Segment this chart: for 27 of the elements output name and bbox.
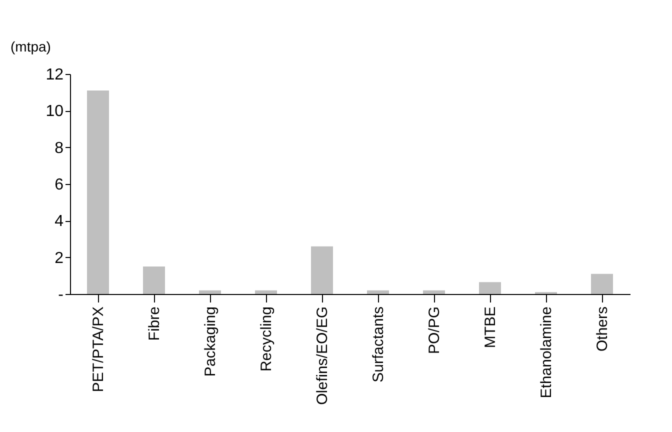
x-tick-label: Fibre — [146, 306, 163, 341]
x-tick-label: Packaging — [202, 306, 219, 377]
bar — [311, 246, 333, 294]
x-tick-label: Others — [594, 306, 611, 352]
x-tick-label: Ethanolamine — [538, 306, 555, 398]
y-tick-label: 4 — [54, 213, 64, 230]
y-tick-label: 12 — [46, 66, 64, 84]
y-tick-label: 6 — [54, 176, 64, 194]
bar — [591, 274, 613, 294]
y-tick-label: 2 — [54, 250, 64, 267]
bar — [423, 290, 445, 294]
y-tick-label: - — [58, 286, 64, 304]
bar — [367, 290, 389, 294]
bar — [479, 282, 501, 294]
x-tick-label: Recycling — [258, 306, 275, 372]
bar — [255, 290, 277, 294]
bar — [143, 266, 165, 294]
x-tick-label: Olefins/EO/EG — [314, 306, 331, 405]
bar — [199, 290, 221, 294]
x-tick-label: PO/PG — [426, 306, 443, 354]
y-tick-label: 10 — [46, 103, 64, 120]
x-tick-label: PET/PTA/PX — [90, 306, 107, 392]
x-tick-label: Surfactants — [370, 306, 387, 382]
x-tick-label: MTBE — [482, 306, 499, 348]
y-axis-title: (mtpa) — [10, 38, 51, 54]
bar — [87, 90, 109, 294]
y-tick-label: 8 — [54, 140, 64, 157]
